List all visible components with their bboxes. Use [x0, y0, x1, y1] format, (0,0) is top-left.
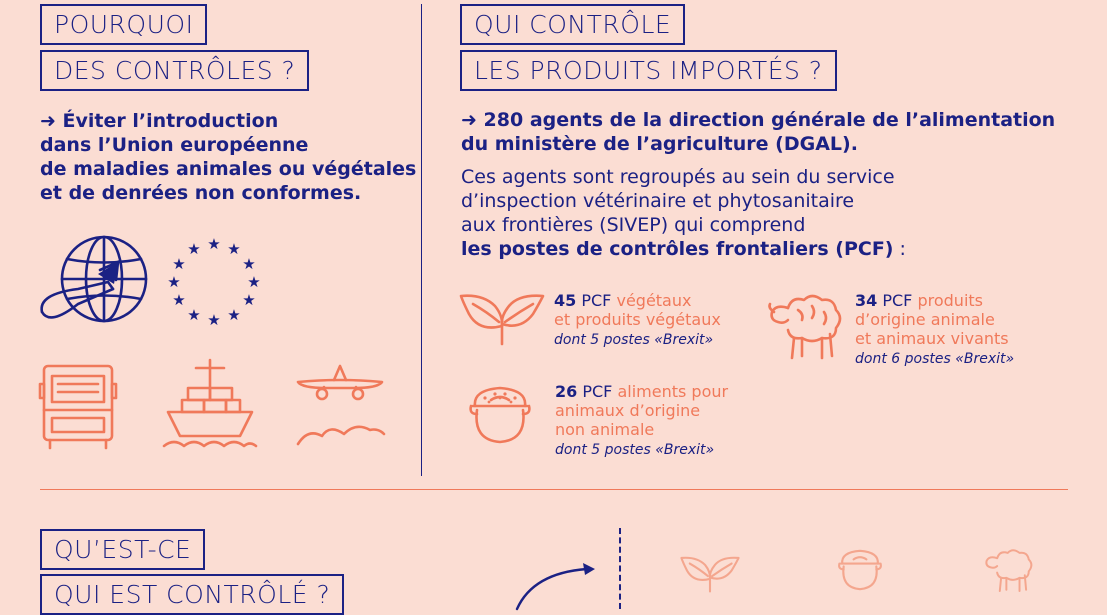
svg-text:★: ★: [167, 273, 180, 291]
svg-text:★: ★: [207, 311, 220, 329]
horizontal-divider: [40, 489, 1068, 490]
curved-arrow-icon: [515, 563, 595, 611]
heading-why-line1: POURQUOI: [40, 4, 208, 45]
svg-text:★: ★: [207, 235, 220, 253]
heading-who-line1: QUI CONTRÔLE: [460, 4, 686, 45]
svg-text:★: ★: [187, 306, 200, 324]
stat-animals: 34 PCF produits d’origine animale et ani…: [855, 291, 1015, 367]
vertical-divider: [421, 4, 422, 476]
svg-text:★: ★: [227, 240, 240, 258]
eu-stars-icon: ★ ★ ★ ★ ★ ★ ★ ★ ★ ★ ★ ★: [167, 235, 260, 329]
stat-feed: 26 PCF aliments pour animaux d’origine n…: [555, 382, 729, 458]
svg-text:★: ★: [172, 291, 185, 309]
feed-pot-icon: [469, 386, 531, 444]
stat-plants: 45 PCF végétaux et produits végétaux don…: [554, 291, 721, 348]
plant-icon: [459, 294, 545, 346]
why-text: ➜ Éviter l’introduction dans l’Union eur…: [40, 110, 417, 204]
dashed-divider: [619, 528, 621, 609]
heading-who-line2: LES PRODUITS IMPORTÉS ?: [460, 50, 837, 91]
cargo-ship-icon: [162, 358, 258, 448]
who-description: Ces agents sont regroupés au sein du ser…: [461, 166, 906, 260]
who-lead-text: ➜ 280 agents de la direction générale de…: [461, 109, 1056, 155]
globe-arrow-icon: [40, 235, 148, 323]
sheep-icon-small: [985, 549, 1033, 593]
svg-text:★: ★: [242, 291, 255, 309]
svg-text:★: ★: [247, 273, 260, 291]
svg-text:★: ★: [172, 255, 185, 273]
arrow-icon: ➜: [40, 110, 56, 132]
svg-text:★: ★: [242, 255, 255, 273]
truck-icon: [38, 364, 118, 450]
plant-icon-small: [680, 556, 740, 593]
feed-pot-icon-small: [838, 549, 882, 591]
airplane-icon: [296, 364, 386, 446]
svg-text:★: ★: [227, 306, 240, 324]
arrow-icon: ➜: [461, 109, 477, 131]
heading-why-line2: DES CONTRÔLES ?: [40, 50, 310, 91]
svg-text:★: ★: [187, 240, 200, 258]
heading-what-line1: QU’EST-CE: [40, 529, 206, 570]
sheep-icon: [768, 294, 842, 360]
